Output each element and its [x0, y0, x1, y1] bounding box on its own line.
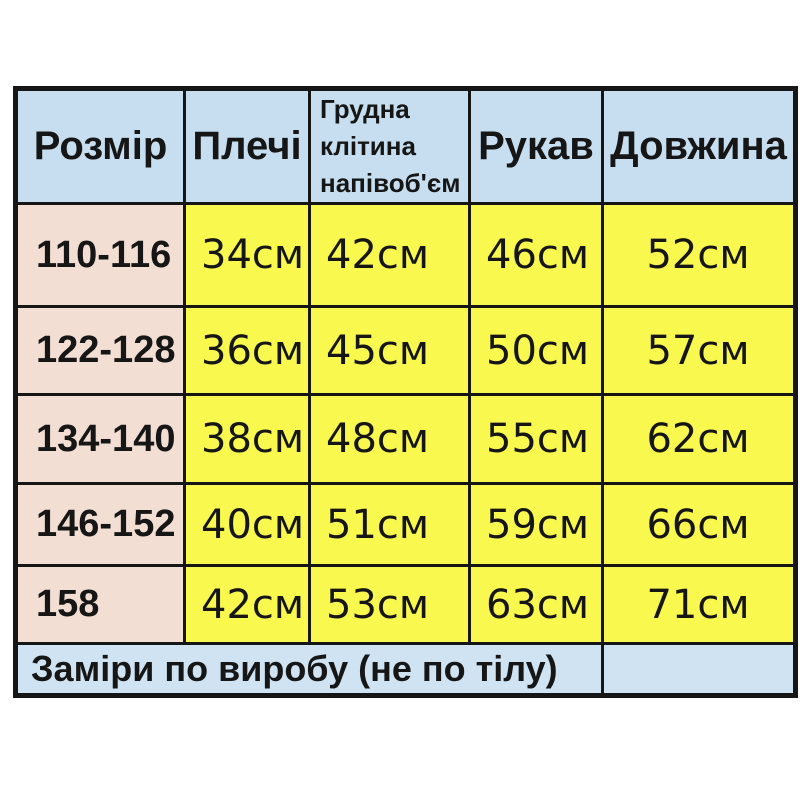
shoulders-value-cell: 42см — [183, 564, 311, 645]
size-cell: 146-152 — [14, 482, 186, 567]
size-cell: 158 — [14, 564, 186, 645]
footer-note: Заміри по виробу (не по тілу) — [14, 642, 604, 697]
column-header-size: Розмір — [14, 87, 186, 205]
size-chart-table: Розмір Плечі Грудна клітина напівоб'єм Р… — [13, 86, 798, 698]
chest-value-cell: 53см — [308, 564, 471, 645]
chest-value-cell: 42см — [308, 202, 471, 308]
chest-value-cell: 48см — [308, 393, 471, 485]
column-header-length: Довжина — [601, 87, 797, 205]
size-cell: 110-116 — [14, 202, 186, 308]
size-cell: 134-140 — [14, 393, 186, 485]
column-header-sleeve: Рукав — [468, 87, 604, 205]
length-value-cell: 71см — [601, 564, 797, 645]
table-row-158: 158 42см 53см 63см 71см — [14, 564, 797, 645]
column-header-shoulders: Плечі — [183, 87, 311, 205]
sleeve-value-cell: 59см — [468, 482, 604, 567]
length-value-cell: 66см — [601, 482, 797, 567]
header-row: Розмір Плечі Грудна клітина напівоб'єм Р… — [14, 87, 797, 205]
sleeve-value-cell: 46см — [468, 202, 604, 308]
table-row-110-116: 110-116 34см 42см 46см 52см — [14, 202, 797, 308]
size-cell: 122-128 — [14, 305, 186, 396]
table-row-122-128: 122-128 36см 45см 50см 57см — [14, 305, 797, 396]
shoulders-value-cell: 34см — [183, 202, 311, 308]
table-row-146-152: 146-152 40см 51см 59см 66см — [14, 482, 797, 567]
sleeve-value-cell: 63см — [468, 564, 604, 645]
chest-value-cell: 45см — [308, 305, 471, 396]
shoulders-value-cell: 40см — [183, 482, 311, 567]
sleeve-value-cell: 55см — [468, 393, 604, 485]
shoulders-value-cell: 36см — [183, 305, 311, 396]
footer-empty-cell — [601, 642, 797, 697]
footer-row: Заміри по виробу (не по тілу) — [14, 642, 797, 697]
shoulders-value-cell: 38см — [183, 393, 311, 485]
column-header-chest-half-volume: Грудна клітина напівоб'єм — [308, 87, 471, 205]
table-row-134-140: 134-140 38см 48см 55см 62см — [14, 393, 797, 485]
length-value-cell: 57см — [601, 305, 797, 396]
sleeve-value-cell: 50см — [468, 305, 604, 396]
length-value-cell: 52см — [601, 202, 797, 308]
length-value-cell: 62см — [601, 393, 797, 485]
chest-value-cell: 51см — [308, 482, 471, 567]
